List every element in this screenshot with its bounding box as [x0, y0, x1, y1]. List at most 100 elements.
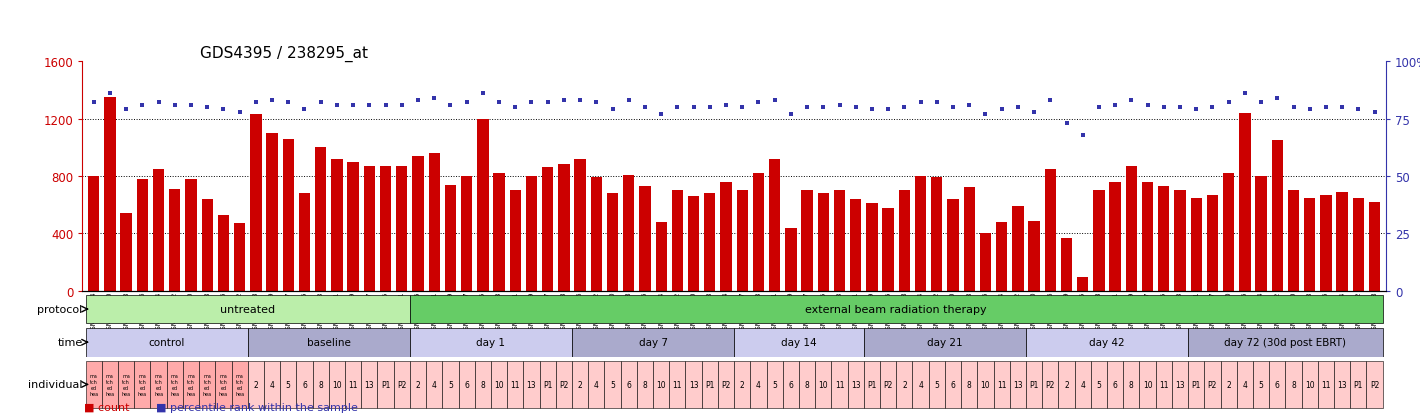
Text: 13: 13 [527, 380, 537, 389]
Text: baseline: baseline [307, 337, 351, 347]
Bar [247, 361, 264, 408]
Bar [153, 169, 165, 291]
Bar [315, 148, 327, 291]
Text: 10: 10 [1305, 380, 1315, 389]
Text: 2: 2 [253, 380, 258, 389]
Point [1071, 132, 1093, 139]
Text: individual: individual [28, 380, 82, 389]
Bar [848, 361, 863, 408]
Bar [1207, 195, 1218, 291]
Bar [459, 361, 474, 408]
Bar [231, 361, 247, 408]
Bar [217, 215, 229, 291]
FancyBboxPatch shape [85, 295, 410, 324]
Bar [412, 157, 423, 291]
Bar [1156, 361, 1172, 408]
Bar [1012, 206, 1024, 291]
Bar [719, 361, 734, 408]
Bar [1350, 361, 1366, 408]
Bar [606, 194, 618, 291]
Bar [1333, 361, 1350, 408]
Point [423, 95, 446, 102]
Bar [1269, 361, 1285, 408]
Bar [1318, 361, 1333, 408]
Bar [1302, 361, 1318, 408]
Point [261, 97, 284, 104]
Point [780, 112, 802, 118]
Bar [944, 361, 961, 408]
Bar [639, 187, 650, 291]
Text: 4: 4 [1242, 380, 1247, 389]
Bar [135, 361, 151, 408]
Bar [687, 197, 699, 291]
Text: 4: 4 [1081, 380, 1085, 389]
Bar [672, 191, 683, 291]
Text: ma
tch
ed
hea: ma tch ed hea [219, 373, 229, 396]
Text: ■ percentile rank within the sample: ■ percentile rank within the sample [156, 402, 358, 412]
Text: 13: 13 [1338, 380, 1348, 389]
FancyBboxPatch shape [247, 328, 410, 357]
Bar [818, 194, 829, 291]
Point [666, 104, 689, 111]
Text: 4: 4 [919, 380, 923, 389]
Bar [410, 361, 426, 408]
Text: 2: 2 [1227, 380, 1231, 389]
Point [1007, 104, 1030, 111]
Bar [1108, 361, 1123, 408]
Point [244, 100, 267, 107]
Text: 2: 2 [578, 380, 582, 389]
Bar [866, 204, 878, 291]
Point [714, 102, 737, 109]
Bar [348, 162, 359, 291]
Bar [510, 191, 521, 291]
Bar [542, 168, 554, 291]
Bar [1204, 361, 1221, 408]
Bar [1139, 361, 1156, 408]
Text: P1: P1 [868, 380, 876, 389]
Bar [929, 361, 944, 408]
Point [82, 100, 105, 107]
FancyBboxPatch shape [734, 328, 863, 357]
Point [682, 104, 704, 111]
Bar [961, 361, 977, 408]
Point [764, 97, 787, 104]
Bar [216, 361, 231, 408]
Bar [799, 361, 815, 408]
Bar [636, 361, 653, 408]
Bar [899, 191, 910, 291]
Point [941, 104, 964, 111]
FancyBboxPatch shape [863, 328, 1027, 357]
Bar [312, 361, 329, 408]
Point [828, 102, 851, 109]
Text: P1: P1 [706, 380, 714, 389]
Text: 8: 8 [643, 380, 648, 389]
Point [585, 100, 608, 107]
Bar [1142, 182, 1153, 291]
Text: 10: 10 [332, 380, 342, 389]
Bar [653, 361, 669, 408]
Bar [1252, 361, 1269, 408]
Bar [151, 361, 166, 408]
Text: P1: P1 [542, 380, 552, 389]
Bar [507, 361, 524, 408]
Text: ma
tch
ed
hea: ma tch ed hea [105, 373, 115, 396]
Bar [863, 361, 880, 408]
Text: 13: 13 [365, 380, 373, 389]
Bar [1366, 361, 1383, 408]
FancyBboxPatch shape [1189, 328, 1383, 357]
Text: P1: P1 [1030, 380, 1039, 389]
Text: 5: 5 [447, 380, 453, 389]
Text: 6: 6 [464, 380, 469, 389]
Point [406, 97, 429, 104]
Text: ma
tch
ed
hea: ma tch ed hea [153, 373, 163, 396]
Text: 6: 6 [788, 380, 794, 389]
Text: P1: P1 [1353, 380, 1363, 389]
Point [1055, 121, 1078, 127]
Text: 6: 6 [302, 380, 307, 389]
Bar [686, 361, 701, 408]
Point [1348, 107, 1370, 114]
Text: P2: P2 [1045, 380, 1055, 389]
Point [229, 109, 251, 116]
Bar [621, 361, 636, 408]
Point [699, 104, 721, 111]
